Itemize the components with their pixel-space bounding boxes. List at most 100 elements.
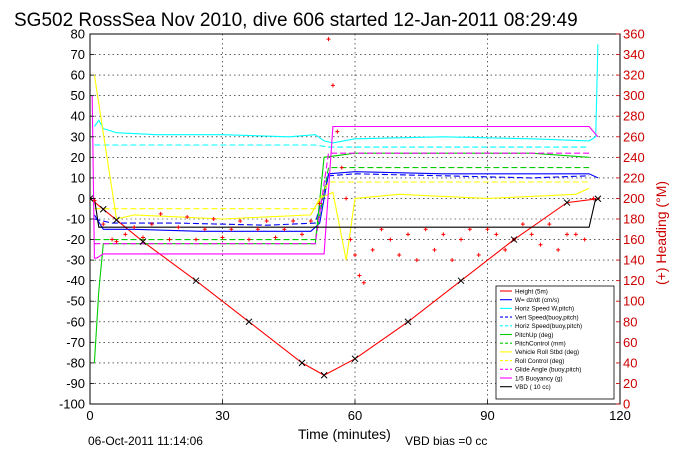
heading-point xyxy=(149,222,154,227)
chart-title: SG502 RossSea Nov 2010, dive 606 started… xyxy=(14,10,578,31)
heading-point xyxy=(538,242,543,247)
heading-point xyxy=(132,225,137,230)
heading-point xyxy=(379,227,384,232)
heading-point xyxy=(348,237,353,242)
heading-point xyxy=(176,225,181,230)
heading-point xyxy=(300,232,304,237)
height-marker xyxy=(192,277,200,285)
right-tick-label: 80 xyxy=(623,314,637,329)
left-tick-label: 20 xyxy=(71,150,85,165)
heading-point xyxy=(141,235,145,240)
heading-point xyxy=(370,247,375,252)
x-tick-label: 30 xyxy=(215,408,229,423)
heading-point xyxy=(357,273,362,278)
heading-point xyxy=(158,211,163,216)
heading-point xyxy=(317,201,322,206)
heading-point xyxy=(194,237,198,242)
legend-label: Roll Control (deg) xyxy=(515,358,564,365)
heading-point xyxy=(361,280,366,285)
heading-point xyxy=(565,232,569,237)
right-tick-label: 180 xyxy=(623,212,645,227)
x-axis-label: Time (minutes) xyxy=(298,426,391,442)
height-marker xyxy=(113,216,120,224)
heading-point xyxy=(185,214,190,219)
left-tick-label: -20 xyxy=(66,232,85,247)
heading-point xyxy=(353,252,357,257)
heading-point xyxy=(388,237,393,242)
right-tick-label: 320 xyxy=(623,68,645,83)
right-tick-label: 60 xyxy=(623,335,637,350)
height-marker xyxy=(594,195,602,203)
legend: Height (5m) W= dz/dt (cm/s) Horiz Speed W,… xyxy=(495,285,615,400)
heading-point xyxy=(476,252,481,257)
heading-point xyxy=(339,165,344,170)
height-marker xyxy=(90,195,94,202)
right-tick-label: 200 xyxy=(623,191,645,206)
left-tick-label: -60 xyxy=(66,314,85,329)
heading-point xyxy=(547,222,552,227)
left-tick-label: 80 xyxy=(71,27,85,42)
height-marker xyxy=(351,355,359,363)
heading-point xyxy=(167,237,172,242)
legend-label: 1/5 Buoyancy (g) xyxy=(515,375,563,382)
series-line-horiz-speed-buoy-pitch xyxy=(94,144,590,148)
left-tick-label: -10 xyxy=(66,212,85,227)
right-tick-label: 240 xyxy=(623,150,645,165)
height-marker xyxy=(457,277,465,285)
left-tick-label: 0 xyxy=(78,191,85,206)
right-tick-label: 100 xyxy=(623,294,645,309)
heading-point xyxy=(520,222,525,227)
right-tick-label: 140 xyxy=(623,253,645,268)
heading-point xyxy=(450,258,455,263)
legend-label: PitchControl (mm) xyxy=(515,341,566,348)
series-group xyxy=(90,37,602,379)
heading-point xyxy=(485,227,490,232)
heading-point xyxy=(591,196,596,201)
heading-point xyxy=(282,227,287,232)
footer-vbd-bias: VBD bias =0 cc xyxy=(405,434,487,448)
right-axis-ticks: 3603403203002802602402202001801601401201… xyxy=(616,27,645,412)
left-tick-label: 10 xyxy=(71,170,85,185)
series-line-w-dz-dt-cm-s xyxy=(93,171,599,232)
legend-label: Vehicle Roll Stbd (deg) xyxy=(515,349,579,356)
heading-point xyxy=(255,227,260,232)
left-tick-label: 40 xyxy=(71,109,85,124)
heading-point xyxy=(406,232,410,237)
right-axis-label: (+) Heading (°M) xyxy=(653,181,669,285)
heading-point xyxy=(573,232,578,237)
series-line-horiz-speed-w-pitch xyxy=(93,44,599,144)
heading-point xyxy=(202,227,207,232)
height-marker xyxy=(510,236,518,243)
x-axis-ticks: 0 30 60 90 120 xyxy=(86,400,631,423)
heading-point xyxy=(247,237,251,242)
right-tick-label: 340 xyxy=(623,47,645,62)
heading-point xyxy=(582,237,587,242)
x-tick-label: 90 xyxy=(480,408,494,423)
height-marker xyxy=(245,318,253,326)
right-tick-label: 280 xyxy=(623,109,645,124)
left-tick-label: -70 xyxy=(66,335,85,350)
legend-label: Horiz Speed(buoy,pitch) xyxy=(515,323,582,330)
heading-point xyxy=(114,239,119,244)
heading-point xyxy=(273,235,278,240)
height-marker xyxy=(563,199,571,206)
right-tick-label: 300 xyxy=(623,88,645,103)
heading-point xyxy=(101,222,106,227)
heading-point xyxy=(414,258,419,263)
legend-label: Height (5m) xyxy=(515,288,548,295)
right-tick-label: 260 xyxy=(623,129,645,144)
right-tick-label: 20 xyxy=(623,376,637,391)
heading-point xyxy=(326,37,331,42)
series-line-vehicle-roll-stbd-deg xyxy=(93,75,590,261)
legend-box xyxy=(495,285,615,400)
x-tick-label: 120 xyxy=(609,408,631,423)
heading-point xyxy=(494,232,499,237)
height-marker xyxy=(99,205,107,213)
legend-label: W= dz/dt (cm/s) xyxy=(515,297,559,304)
heading-point xyxy=(529,232,534,237)
heading-point xyxy=(344,196,349,201)
right-tick-label: 120 xyxy=(623,273,645,288)
heading-point xyxy=(397,252,402,257)
legend-label: PitchUp (deg) xyxy=(515,332,554,339)
